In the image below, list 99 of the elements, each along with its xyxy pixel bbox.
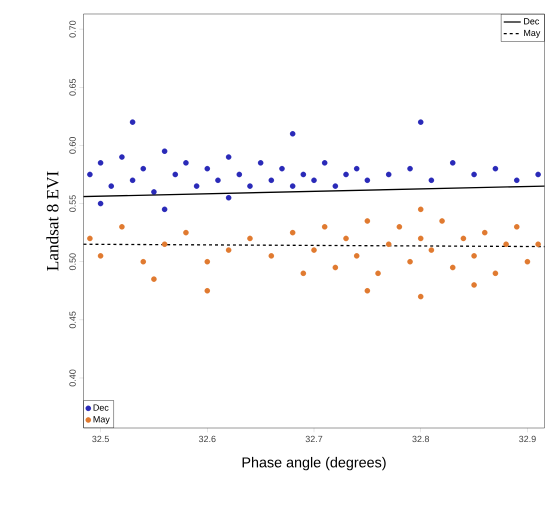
point (204, 166, 210, 172)
point (364, 288, 370, 294)
y-tick-label: 0.40 (69, 370, 76, 386)
point (140, 166, 146, 172)
point (290, 183, 296, 189)
point (450, 160, 456, 166)
point (247, 236, 253, 242)
point (87, 172, 93, 178)
point (354, 253, 360, 259)
point (428, 178, 434, 184)
x-tick-label: 32.5 (92, 436, 109, 442)
point (162, 241, 168, 248)
point (162, 206, 168, 212)
x-tick-label: 32.8 (412, 436, 430, 442)
point (151, 189, 157, 195)
point (226, 247, 232, 253)
point (386, 172, 392, 178)
point (514, 224, 520, 230)
point (322, 160, 328, 166)
point (460, 236, 466, 242)
point (290, 130, 296, 137)
point (332, 264, 338, 270)
legend-label: May (524, 30, 540, 38)
point (311, 178, 317, 184)
y-tick-label: 0.55 (69, 195, 76, 212)
point (151, 276, 157, 282)
x-tick-label: 32.7 (306, 436, 322, 442)
point (386, 241, 392, 248)
point (471, 253, 477, 259)
point (471, 172, 477, 178)
point (354, 166, 360, 172)
x-axis-title: Phase angle (degrees) (242, 456, 386, 470)
point (364, 218, 370, 224)
point (492, 270, 498, 276)
point (503, 241, 509, 248)
point (119, 224, 125, 230)
point (215, 178, 221, 184)
point (226, 154, 232, 160)
point (364, 178, 370, 184)
point (130, 119, 136, 125)
point (418, 294, 424, 300)
legend-label: May (94, 416, 110, 424)
point (194, 183, 200, 189)
point (226, 194, 232, 201)
point (311, 247, 317, 253)
point (108, 183, 114, 189)
point (418, 236, 424, 242)
point (130, 178, 136, 184)
point (290, 230, 296, 236)
point (418, 206, 424, 212)
point (396, 224, 402, 230)
point (428, 247, 434, 253)
point (87, 236, 93, 242)
point (236, 172, 242, 178)
point (98, 160, 104, 166)
point (450, 264, 456, 270)
y-tick-label: 0.70 (69, 20, 76, 38)
point (482, 230, 488, 236)
point (535, 241, 541, 248)
point (343, 236, 349, 242)
point (322, 224, 328, 230)
y-tick-label: 0.65 (69, 78, 76, 96)
x-tick-label: 32.6 (198, 436, 216, 442)
point (119, 154, 125, 160)
y-axis-title: Landsat 8 EVI (46, 171, 59, 271)
point (268, 178, 274, 184)
point (407, 258, 413, 264)
point (183, 230, 189, 236)
y-tick-label: 0.50 (69, 253, 76, 270)
point (162, 148, 168, 154)
point (300, 172, 306, 178)
point (343, 172, 349, 178)
point (492, 166, 498, 172)
point (204, 258, 210, 264)
point (268, 253, 274, 259)
point (439, 218, 445, 224)
point (247, 183, 253, 189)
point (407, 166, 413, 172)
point (279, 166, 285, 172)
point (140, 258, 146, 264)
y-tick-label: 0.60 (69, 137, 76, 154)
point (535, 172, 541, 178)
point (183, 160, 189, 166)
legend-label: Dec (524, 18, 540, 24)
legend-label: Dec (94, 404, 109, 411)
point (98, 200, 104, 206)
point (375, 270, 381, 276)
y-tick-label: 0.45 (69, 312, 76, 328)
point (471, 282, 477, 288)
point (524, 258, 530, 264)
point (172, 172, 178, 178)
point (98, 253, 104, 259)
point (300, 270, 306, 276)
point (332, 183, 338, 189)
point (514, 178, 520, 184)
point (418, 119, 424, 125)
x-tick-label: 32.9 (519, 436, 536, 442)
point (204, 288, 210, 294)
point (258, 160, 264, 166)
